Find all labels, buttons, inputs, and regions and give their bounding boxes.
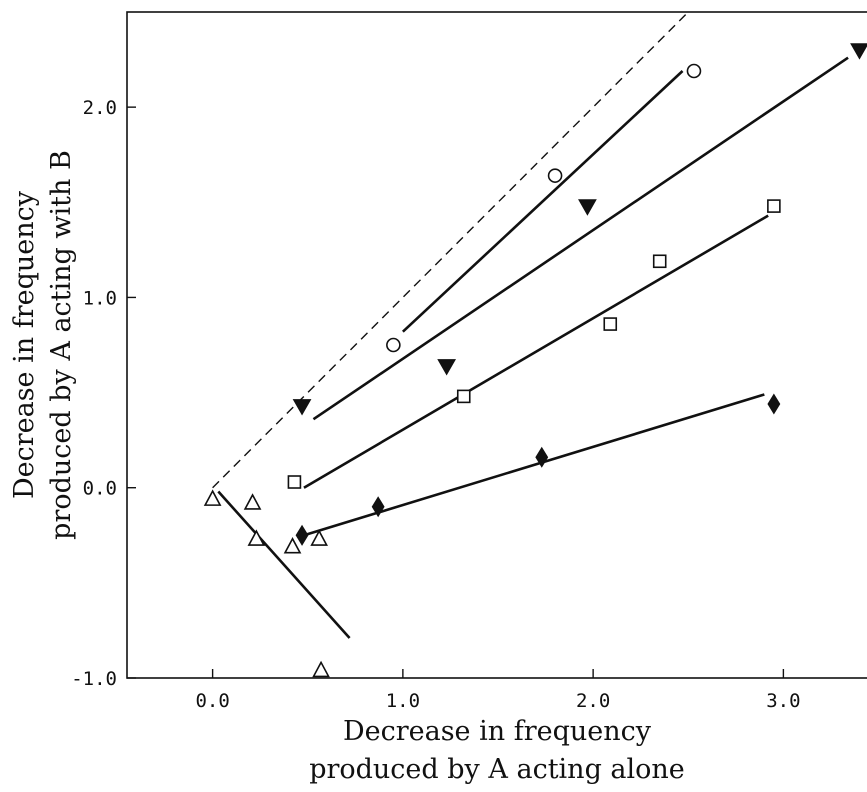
data-point-triangle-up-open xyxy=(243,493,262,510)
data-point-triangle-up-open xyxy=(247,529,266,546)
x-tick-label: 3.0 xyxy=(766,690,800,712)
tick-layer: 0.0 1.0 2.0 3.0 -1.0 0.0 1.0 2.0 xyxy=(71,97,800,712)
data-point-triangle-down-filled xyxy=(437,359,457,376)
marker-layer xyxy=(203,43,867,678)
fit-line-triangle-up-open xyxy=(217,490,351,639)
y-tick-label: 1.0 xyxy=(83,287,117,309)
data-point-circle-open xyxy=(386,337,401,353)
y-tick-label: -1.0 xyxy=(71,668,117,690)
data-point-square-open xyxy=(767,199,781,213)
data-point-diamond-filled xyxy=(371,496,385,518)
data-point-triangle-down-filled xyxy=(578,199,597,216)
x-tick-label: 2.0 xyxy=(576,690,610,712)
y-axis-title-line-2: produced by A acting with B xyxy=(46,150,77,540)
data-point-triangle-up-open xyxy=(312,660,330,678)
y-tick-label: 0.0 xyxy=(83,478,117,500)
data-point-circle-open xyxy=(686,63,702,79)
fit-line-square-open xyxy=(303,214,769,489)
data-point-square-open xyxy=(456,389,471,404)
x-tick-label: 0.0 xyxy=(195,690,229,712)
data-point-diamond-filled xyxy=(535,446,549,468)
x-axis-title-line-1: Decrease in frequency xyxy=(343,716,652,747)
fit-line-circle-open xyxy=(401,70,684,333)
x-axis-title-line-2: produced by A acting alone xyxy=(309,754,685,785)
reference-line-layer xyxy=(212,11,689,489)
data-point-triangle-up-open xyxy=(310,529,328,546)
fit-line-layer xyxy=(217,56,849,639)
data-point-triangle-down-filled xyxy=(292,399,312,416)
data-point-diamond-filled xyxy=(295,524,309,546)
data-point-triangle-up-open xyxy=(203,489,222,506)
y-axis-title-line-1: Decrease in frequency xyxy=(9,190,40,499)
data-point-diamond-filled xyxy=(767,393,781,415)
data-point-triangle-up-open xyxy=(283,537,302,554)
plot-frame xyxy=(126,11,867,679)
data-point-square-open xyxy=(603,317,618,331)
fit-line-triangle-down-filled xyxy=(312,56,849,421)
data-point-triangle-down-filled xyxy=(850,43,867,60)
data-point-square-open xyxy=(652,254,667,269)
data-point-circle-open xyxy=(547,168,563,183)
x-tick-label: 1.0 xyxy=(386,690,420,712)
y-tick-label: 2.0 xyxy=(83,97,117,119)
fit-line-diamond-filled xyxy=(303,393,765,537)
data-point-square-open xyxy=(287,475,302,489)
reference-line-dashed xyxy=(212,11,689,489)
